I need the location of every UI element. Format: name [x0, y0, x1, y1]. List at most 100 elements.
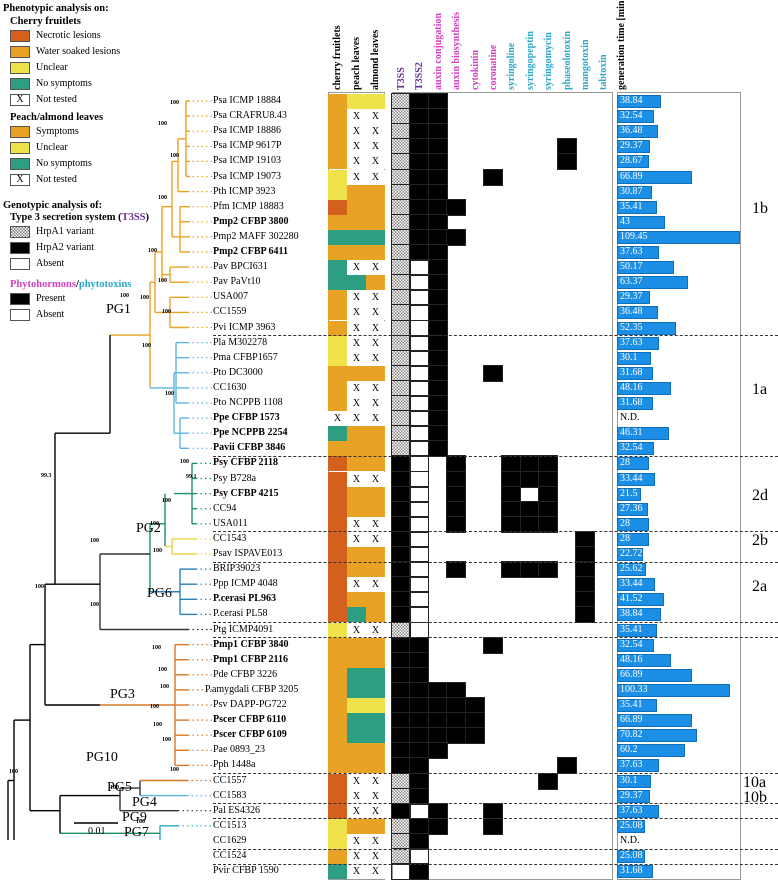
gene-cell [575, 530, 595, 548]
gene-cell [538, 772, 559, 790]
generation-time-value: 48.16 [620, 653, 643, 665]
phenotype-cell: X [347, 154, 366, 170]
gene-cell [538, 485, 559, 503]
gene-cell [519, 455, 540, 473]
gene-cell [538, 470, 559, 488]
gene-cell [466, 562, 484, 577]
gene-cell [558, 456, 576, 471]
gene-cell [484, 653, 502, 668]
gene-cell [391, 500, 411, 518]
bootstrap-label: 100 [142, 343, 151, 349]
bootstrap-label: 100 [35, 584, 44, 590]
gene-cell [594, 592, 612, 607]
gene-cell [447, 139, 465, 154]
gene-cell [446, 485, 467, 503]
generation-time-value: 27.36 [620, 502, 643, 514]
gene-cell [502, 441, 520, 456]
gene-cell [409, 349, 430, 367]
gene-cell [391, 349, 411, 367]
strain-label: Pav PaVt10 [213, 276, 261, 288]
generation-time-value: 36.48 [620, 306, 643, 318]
generation-time-value: 32.54 [620, 638, 643, 650]
gene-cell [466, 200, 484, 215]
generation-time-header: generation time [min] [616, 0, 627, 90]
gene-cell [539, 94, 557, 109]
gene-cell [447, 305, 465, 320]
gene-cell [466, 653, 484, 668]
gene-cell [409, 832, 430, 850]
gene-cell [391, 364, 411, 382]
gene-cell [539, 109, 557, 124]
gene-cell [502, 592, 520, 607]
phylogenetic-tree [7, 100, 212, 840]
gene-cell [409, 666, 430, 684]
gene-cell [539, 351, 557, 366]
gene-cell [558, 472, 576, 487]
gene-column-header: T3SS [396, 67, 407, 90]
gene-cell [391, 591, 411, 609]
strain-label: CC1583 [213, 789, 247, 801]
gene-cell [594, 713, 612, 728]
gene-cell [539, 577, 557, 592]
phenotype-cell: X [347, 335, 366, 351]
generation-time-value: 36.48 [620, 125, 643, 137]
gene-cell [558, 170, 576, 185]
gene-cell [576, 154, 594, 169]
generation-time-bar [617, 215, 666, 229]
generation-time-value: 37.63 [620, 759, 643, 771]
generation-time-bar [617, 276, 689, 290]
gene-cell [576, 170, 594, 185]
gene-cell [521, 683, 539, 698]
legend-genotypic-label: HrpA1 variant [36, 226, 95, 237]
gene-cell [427, 727, 448, 745]
gene-cell [539, 200, 557, 215]
generation-time-value: 38.84 [620, 608, 643, 620]
phenotype-cell [366, 229, 385, 245]
generation-time-value: 66.89 [620, 668, 643, 680]
gene-cell [521, 668, 539, 683]
gene-cell [391, 213, 411, 231]
gene-cell [409, 440, 430, 458]
gene-cell [558, 562, 576, 577]
gene-cell [466, 109, 484, 124]
phenotype-cell: X [347, 788, 366, 804]
phenotype-cell [328, 547, 347, 562]
generation-time-bar [617, 502, 648, 516]
gene-cell [429, 607, 447, 622]
generation-time-bar [617, 744, 685, 758]
gene-cell [483, 168, 503, 186]
gene-cell [576, 366, 594, 381]
gene-cell [427, 681, 448, 699]
phenotype-cell: X [347, 622, 366, 638]
gene-cell [391, 757, 411, 775]
gene-cell [427, 304, 448, 322]
gene-cell [539, 275, 557, 290]
generation-time-value: 31.68 [620, 865, 643, 877]
strain-label: Pscer CFBP 6110 [213, 714, 287, 726]
bootstrap-label: 100 [170, 100, 179, 106]
gene-cell [594, 139, 612, 154]
phenotype-cell [347, 184, 366, 200]
gene-cell [576, 381, 594, 396]
gene-cell [391, 787, 411, 805]
gene-cell [521, 789, 539, 804]
phenotype-cell: X [366, 305, 385, 321]
gene-cell [466, 245, 484, 260]
generation-time-value: 25.08 [620, 819, 643, 831]
clade-separator [213, 622, 778, 623]
bootstrap-label: 100 [158, 278, 167, 284]
gene-cell [576, 185, 594, 200]
gene-cell [594, 321, 612, 336]
legend-genotypic-swatch [10, 258, 30, 270]
gene-cell [558, 351, 576, 366]
gene-cell [447, 411, 465, 426]
phenotype-cell [328, 154, 347, 170]
gene-cell [576, 638, 594, 653]
strain-label: Pmp1 CFBP 3840 [213, 638, 289, 650]
legend-hormones-list: Present Absent [0, 293, 160, 325]
gene-cell [502, 185, 520, 200]
phenotype-cell [366, 818, 385, 834]
phenotype-cell: X [347, 380, 366, 396]
strain-label: P.cerasi PL963 [213, 593, 276, 605]
gene-cell [594, 305, 612, 320]
